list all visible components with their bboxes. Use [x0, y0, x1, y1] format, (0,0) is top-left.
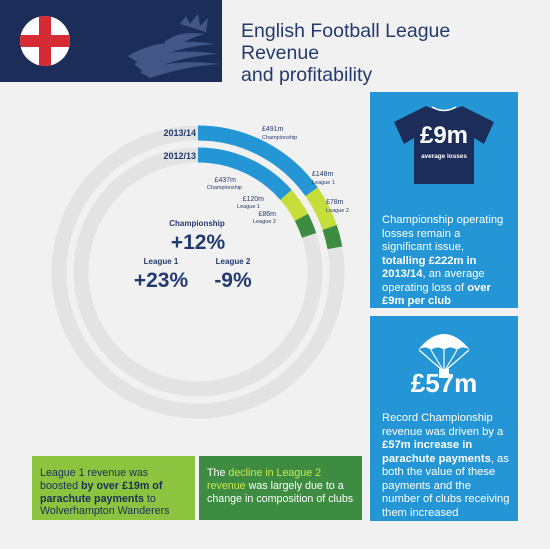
losses-big-value: £9m	[419, 122, 469, 149]
ring-segment-2012-13-championship	[197, 147, 292, 200]
losses-description: Championship operating losses remain a s…	[382, 214, 504, 307]
ring-segment-2013-14-league-1	[305, 187, 337, 231]
ring-segment-2012-13-league-2	[294, 213, 317, 238]
change-label-league2: League 2	[216, 257, 251, 266]
parachute-description: Record Championship revenue was driven b…	[382, 412, 510, 519]
operating-losses-panel: £9m average losses Championship operatin…	[370, 92, 518, 308]
ring-label-2012-13: 2012/13	[163, 151, 196, 161]
england-flag-icon	[20, 16, 70, 66]
data-label-2012-championship-name: Championship	[207, 185, 242, 191]
parachute-payments-panel: £57m Record Championship revenue was dri…	[370, 316, 518, 521]
data-label-2012-league2-name: League 2	[253, 219, 276, 225]
ring-segment-2013-14-championship	[197, 125, 318, 197]
ring-segment-2012-13-league-1	[280, 189, 309, 222]
change-value-league2: -9%	[214, 269, 252, 292]
revenue-donut-chart: 2013/14 2012/13 £491m Championship £148m…	[51, 125, 349, 419]
league1-info-box: League 1 revenue was boosted by over £19…	[32, 456, 195, 520]
data-label-2013-league2-value: £78m	[326, 199, 344, 206]
data-label-2013-league1-name: League 1	[312, 180, 335, 186]
data-label-2013-championship-name: Championship	[262, 135, 297, 141]
data-label-2013-league2-name: League 2	[326, 208, 349, 214]
data-label-2012-league1-name: League 1	[237, 204, 260, 210]
page-title: English Football League Revenue and prof…	[241, 20, 531, 86]
change-value-league1: +23%	[134, 269, 189, 292]
data-label-2012-championship-value: £437m	[215, 177, 237, 184]
header-banner	[0, 0, 222, 82]
data-label-2013-championship-value: £491m	[262, 126, 284, 133]
change-value-championship: +12%	[171, 231, 226, 254]
data-label-2012-league2-value: £86m	[258, 211, 276, 218]
change-label-league1: League 1	[144, 257, 179, 266]
league2-info-box: The decline in League 2 revenue was larg…	[199, 456, 362, 520]
title-line-2: and profitability	[241, 64, 373, 86]
parachute-icon	[418, 334, 470, 378]
ring-label-2013-14: 2013/14	[163, 128, 196, 138]
parachute-big-value: £57m	[410, 368, 478, 398]
football-shirt-icon	[394, 106, 494, 184]
lion-logo-icon	[128, 14, 220, 78]
losses-big-subtitle: average losses	[421, 153, 467, 160]
change-label-championship: Championship	[169, 219, 225, 228]
ring-segment-2013-14-league-2	[322, 225, 343, 250]
data-label-2013-league1-value: £148m	[312, 171, 334, 178]
data-label-2012-league1-value: £120m	[243, 196, 265, 203]
title-line-1: English Football League Revenue	[241, 20, 451, 64]
